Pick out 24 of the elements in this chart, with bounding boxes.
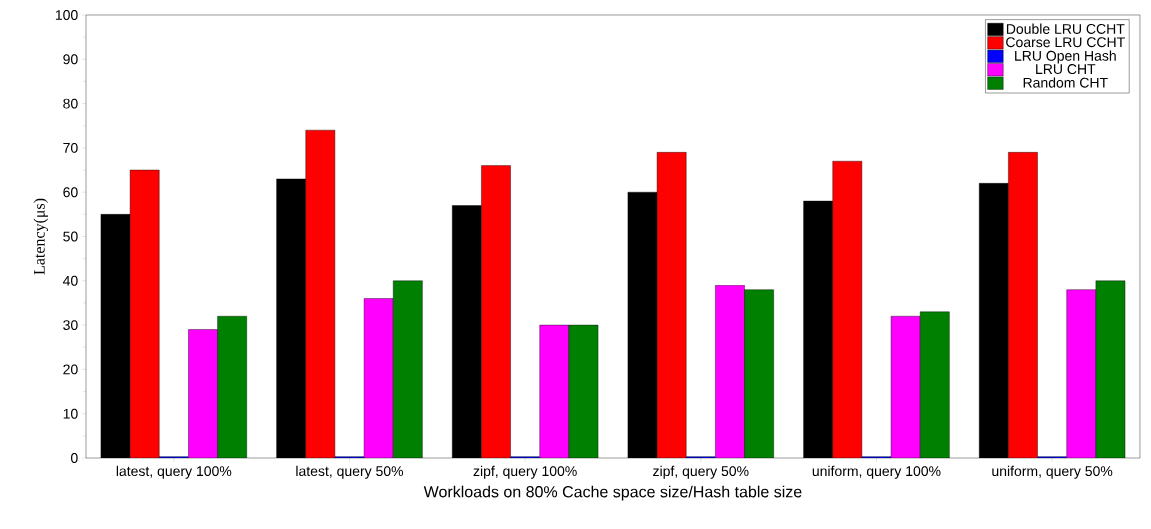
x-tick-label: latest, query 100% <box>116 465 232 479</box>
x-tick-label: zipf, query 50% <box>653 465 749 479</box>
legend-label: LRU CHT <box>1036 64 1096 75</box>
y-tick-label: 20 <box>63 364 78 375</box>
legend-label: Coarse LRU CCHT <box>1006 37 1125 48</box>
y-tick-label: 90 <box>63 54 78 65</box>
legend-label: Random CHT <box>1023 77 1108 88</box>
y-tick-label: 100 <box>55 10 78 20</box>
y-tick-label: 0 <box>70 453 78 463</box>
y-axis-title: Latency(μs) <box>33 198 49 275</box>
legend-label: LRU Open Hash <box>1015 50 1116 64</box>
y-tick-label: 70 <box>63 142 78 153</box>
x-axis-title: Workloads on 80% Cache space size/Hash table size <box>423 485 802 501</box>
x-tick-label: uniform, query 100% <box>812 465 941 479</box>
y-tick-label: 30 <box>63 320 78 331</box>
legend-label: Double LRU CCHT <box>1006 23 1125 34</box>
y-tick-label: 10 <box>63 408 78 419</box>
y-tick-label: 40 <box>62 275 78 286</box>
x-tick-label: uniform, query 50% <box>992 465 1113 479</box>
x-tick-label: latest, query 50% <box>296 465 404 479</box>
y-tick-label: 80 <box>63 98 78 109</box>
y-tick-label: 50 <box>63 231 78 242</box>
x-tick-label: zipf, query 100% <box>473 465 577 479</box>
y-tick-label: 60 <box>63 187 78 198</box>
